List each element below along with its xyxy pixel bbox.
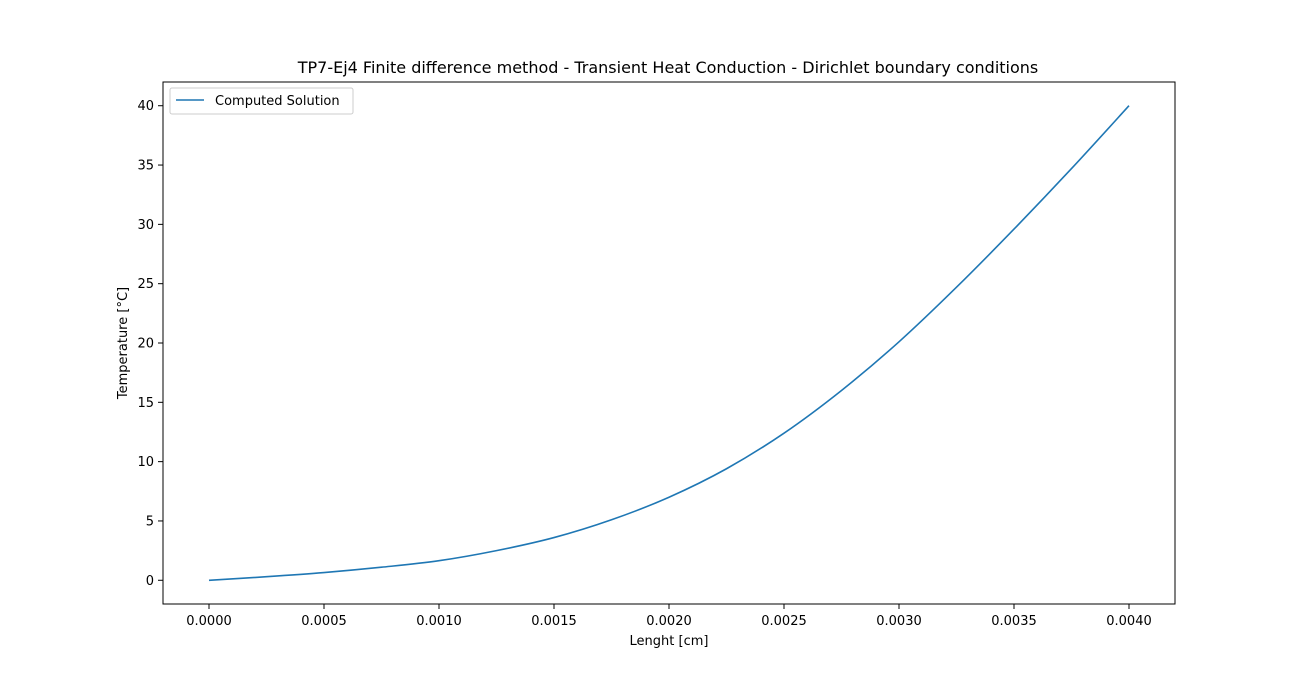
series-line-computed-solution: [208, 105, 1130, 582]
y-axis-label: Temperature [°C]: [116, 287, 131, 400]
y-axis-ticks: 0 5 10 15 20 25 30 35 40: [137, 99, 163, 589]
x-tick-label: 0.0010: [416, 614, 462, 629]
y-tick-label: 25: [137, 277, 154, 292]
y-tick-label: 10: [137, 455, 154, 470]
x-tick-label: 0.0030: [876, 614, 922, 629]
y-tick-label: 40: [137, 99, 154, 114]
y-tick-label: 20: [137, 337, 154, 352]
x-tick-label: 0.0015: [531, 614, 577, 629]
x-tick-label: 0.0025: [761, 614, 807, 629]
legend-box: [169, 87, 354, 115]
x-axis-ticks: 0.0000 0.0005 0.0010 0.0015 0.0020 0.0025 0.00…: [186, 604, 1152, 629]
x-axis-label: Lenght [cm]: [630, 634, 709, 649]
x-tick-label: 0.0005: [301, 614, 347, 629]
y-tick-label: 5: [146, 514, 154, 529]
chart-title: TP7-Ej4 Finite difference method - Trans…: [297, 58, 1039, 77]
y-tick-label: 35: [137, 159, 154, 174]
legend-label-computed-solution: Computed Solution: [215, 94, 340, 109]
y-tick-label: 15: [137, 396, 154, 411]
legend: Computed Solution: [169, 87, 354, 115]
plot-area: 0.0000 0.0005 0.0010 0.0015 0.0020 0.0025 0.00…: [137, 81, 1176, 629]
series-layer: [208, 105, 1130, 582]
y-tick-label: 30: [137, 218, 154, 233]
x-tick-label: 0.0020: [646, 614, 692, 629]
x-tick-label: 0.0000: [186, 614, 232, 629]
y-tick-label: 0: [146, 574, 154, 589]
x-tick-label: 0.0040: [1106, 614, 1152, 629]
x-tick-label: 0.0035: [991, 614, 1037, 629]
